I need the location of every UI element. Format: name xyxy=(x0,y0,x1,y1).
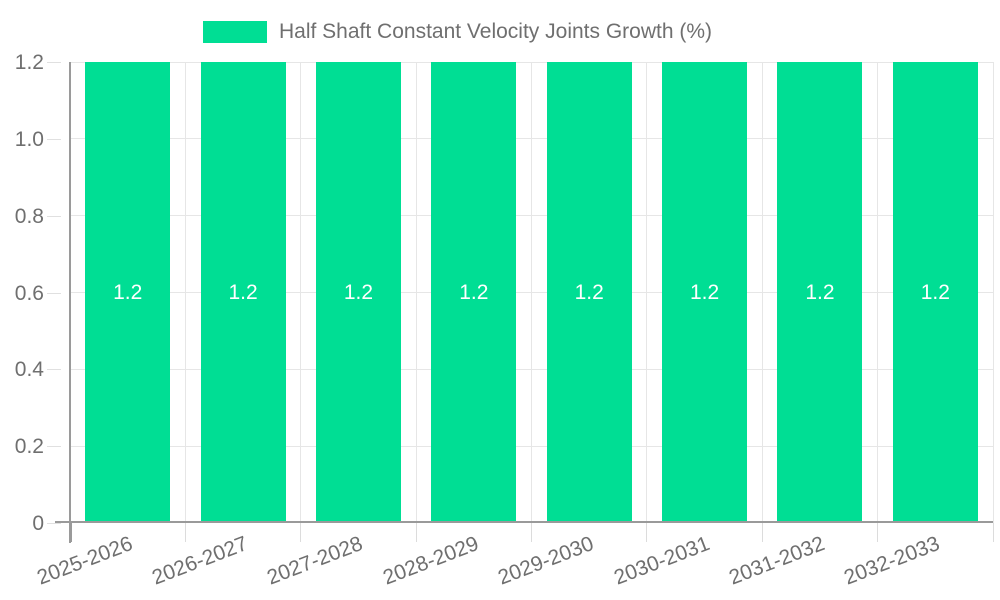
y-axis-tick xyxy=(47,62,61,63)
chart-legend: Half Shaft Constant Velocity Joints Grow… xyxy=(203,20,712,44)
x-axis-tick xyxy=(992,523,994,542)
bar: 1.2 xyxy=(777,62,863,523)
x-axis-tick xyxy=(877,523,879,542)
y-axis-tick xyxy=(47,369,61,371)
x-axis-tick-label: 2032-2033 xyxy=(841,532,944,590)
x-axis-tick-label: 2025-2026 xyxy=(33,532,136,590)
v-gridline xyxy=(992,62,994,523)
x-axis-tick-label: 2029-2030 xyxy=(495,532,598,590)
x-axis-tick xyxy=(184,523,186,542)
x-axis-tick-label: 2028-2029 xyxy=(379,532,482,590)
bar: 1.2 xyxy=(546,62,632,523)
bar-value-label: 1.2 xyxy=(574,280,604,304)
x-axis-tick-label: 2026-2027 xyxy=(148,532,251,590)
x-axis-tick xyxy=(646,523,648,542)
y-axis-tick xyxy=(47,215,61,217)
y-axis-tick-label: 0.4 xyxy=(14,358,44,382)
x-axis-tick-label: 2031-2032 xyxy=(725,532,828,590)
bar-value-label: 1.2 xyxy=(228,280,258,304)
bar: 1.2 xyxy=(200,62,286,523)
legend-label: Half Shaft Constant Velocity Joints Grow… xyxy=(279,20,713,43)
y-axis-tick-label: 0.6 xyxy=(14,281,44,305)
x-axis-tick xyxy=(415,523,417,542)
x-axis-tick xyxy=(531,523,532,542)
v-gridline xyxy=(184,62,186,523)
x-axis-tick xyxy=(761,523,763,542)
y-axis-tick xyxy=(47,292,61,294)
bar-value-label: 1.2 xyxy=(920,280,950,304)
bar-value-label: 1.2 xyxy=(689,280,720,304)
bar: 1.2 xyxy=(315,62,401,523)
v-gridline xyxy=(531,62,532,523)
x-axis-tick-label: 2030-2031 xyxy=(610,532,713,590)
bar: 1.2 xyxy=(85,62,171,523)
y-axis-tick xyxy=(47,523,61,524)
bar: 1.2 xyxy=(662,62,748,523)
bar: 1.2 xyxy=(892,62,978,523)
y-axis-tick-label: 1.2 xyxy=(14,51,44,74)
y-axis-tick-label: 0.2 xyxy=(14,435,44,459)
v-gridline xyxy=(877,62,879,523)
bar-value-label: 1.2 xyxy=(459,280,489,304)
y-axis-tick-label: 0 xyxy=(32,512,44,535)
v-gridline xyxy=(646,62,648,523)
v-gridline xyxy=(761,62,763,523)
legend-swatch xyxy=(203,21,267,43)
x-axis-tick-label: 2027-2028 xyxy=(264,532,367,590)
y-axis-tick-label: 0.8 xyxy=(14,204,44,228)
x-axis-line xyxy=(55,521,993,523)
y-axis-line xyxy=(69,62,71,543)
bar: 1.2 xyxy=(431,62,517,523)
y-axis-tick xyxy=(47,138,61,140)
y-axis-tick xyxy=(47,446,61,448)
bar-value-label: 1.2 xyxy=(805,280,835,304)
y-axis-tick-label: 1.0 xyxy=(14,127,44,151)
x-axis-tick xyxy=(300,523,302,542)
bar-value-label: 1.2 xyxy=(113,280,143,304)
plot-area: 1.2 1.2 1.2 1.2 1.2 1.2 1.2 1.2 xyxy=(70,61,994,523)
bar-value-label: 1.2 xyxy=(343,280,374,304)
v-gridline xyxy=(300,62,302,523)
v-gridline xyxy=(415,62,417,523)
x-axis-tick xyxy=(69,523,72,542)
